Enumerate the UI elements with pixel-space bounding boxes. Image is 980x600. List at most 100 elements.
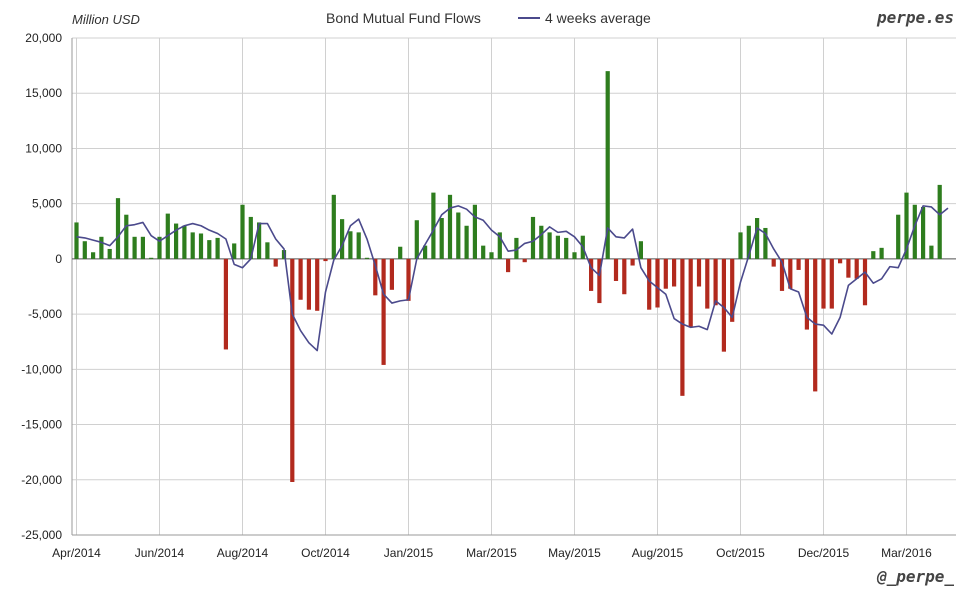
bar [829, 258, 834, 309]
bar [406, 258, 411, 301]
x-tick-label: Mar/2015 [466, 546, 517, 560]
bar [672, 258, 677, 287]
bar [862, 258, 868, 306]
bar [174, 223, 179, 259]
bar [323, 258, 328, 262]
bar [622, 258, 627, 295]
bar [721, 258, 726, 352]
bar [522, 258, 527, 263]
bar [771, 258, 776, 267]
bar [597, 258, 602, 304]
bar [315, 258, 320, 311]
bar [149, 257, 154, 259]
bar [555, 235, 560, 259]
bar [265, 242, 270, 259]
bar [497, 232, 502, 259]
bar [779, 258, 785, 291]
bar [298, 258, 303, 300]
y-tick-label: -10,000 [21, 362, 62, 376]
y-tick-label: -15,000 [21, 418, 62, 432]
bar [91, 252, 96, 259]
x-tick-label: Jun/2014 [135, 546, 185, 560]
bar [207, 240, 212, 259]
bar [373, 258, 378, 296]
bar [223, 258, 228, 350]
bar [182, 225, 187, 259]
bar [530, 216, 536, 259]
bar [190, 232, 195, 259]
y-tick-label: -5,000 [28, 307, 62, 321]
bar [74, 222, 79, 259]
bar [306, 258, 311, 310]
bar [99, 236, 104, 259]
bar [140, 236, 145, 259]
x-tick-label: Aug/2014 [217, 546, 269, 560]
bar [381, 258, 386, 365]
x-tick-label: Oct/2014 [301, 546, 350, 560]
bar [389, 258, 394, 290]
y-tick-label: -20,000 [21, 473, 62, 487]
unit-label: Million USD [72, 12, 140, 27]
bar [423, 245, 428, 259]
bar [713, 258, 718, 306]
x-tick-label: Jan/2015 [384, 546, 434, 560]
bar [738, 232, 743, 259]
brand-top: perpe.es [876, 8, 954, 27]
bar [464, 225, 469, 259]
bar [348, 231, 353, 259]
bar [589, 258, 594, 291]
bar [564, 237, 569, 259]
bar [506, 258, 511, 273]
bar [796, 258, 801, 270]
bar [647, 258, 652, 310]
bar [763, 227, 768, 259]
bar [572, 252, 577, 259]
bar [705, 258, 710, 309]
bar [846, 258, 851, 278]
bar [514, 237, 519, 259]
x-tick-label: Mar/2016 [881, 546, 932, 560]
bar [663, 258, 668, 289]
bar [364, 257, 370, 259]
bar [788, 258, 793, 289]
chart-title: Bond Mutual Fund Flows [326, 10, 481, 26]
bar [838, 258, 843, 264]
bar [439, 218, 444, 259]
brand-bottom: @_perpe_ [876, 567, 954, 586]
bar [730, 258, 735, 322]
bar [447, 194, 453, 259]
bar [273, 258, 278, 267]
bar [257, 222, 262, 259]
bar [896, 214, 901, 259]
y-tick-label: 0 [55, 252, 62, 266]
bar [331, 194, 336, 259]
bar [398, 246, 403, 259]
bar [82, 241, 87, 259]
bar [929, 245, 934, 259]
bar [240, 204, 245, 259]
y-tick-label: 15,000 [25, 86, 62, 100]
bar [489, 252, 494, 259]
bar [115, 198, 121, 259]
bar [232, 243, 237, 259]
bar [680, 258, 685, 396]
bar [921, 206, 926, 259]
bar [630, 258, 635, 266]
bar [356, 232, 361, 259]
bar [481, 245, 486, 259]
x-tick-label: Oct/2015 [716, 546, 765, 560]
bar [605, 71, 610, 259]
y-axis-tick-labels: 20,000 15,000 10,000 5,000 0 -5,000 -10,000 -15… [21, 31, 62, 542]
bar [937, 184, 942, 259]
bar [688, 258, 693, 328]
bar [107, 248, 112, 259]
bar [248, 216, 253, 259]
bar [198, 233, 204, 259]
bar [124, 214, 129, 259]
bar [696, 258, 702, 287]
bar [746, 225, 751, 259]
y-tick-label: 5,000 [32, 197, 62, 211]
bar [431, 192, 436, 259]
bar [904, 192, 909, 259]
bar [879, 247, 884, 259]
